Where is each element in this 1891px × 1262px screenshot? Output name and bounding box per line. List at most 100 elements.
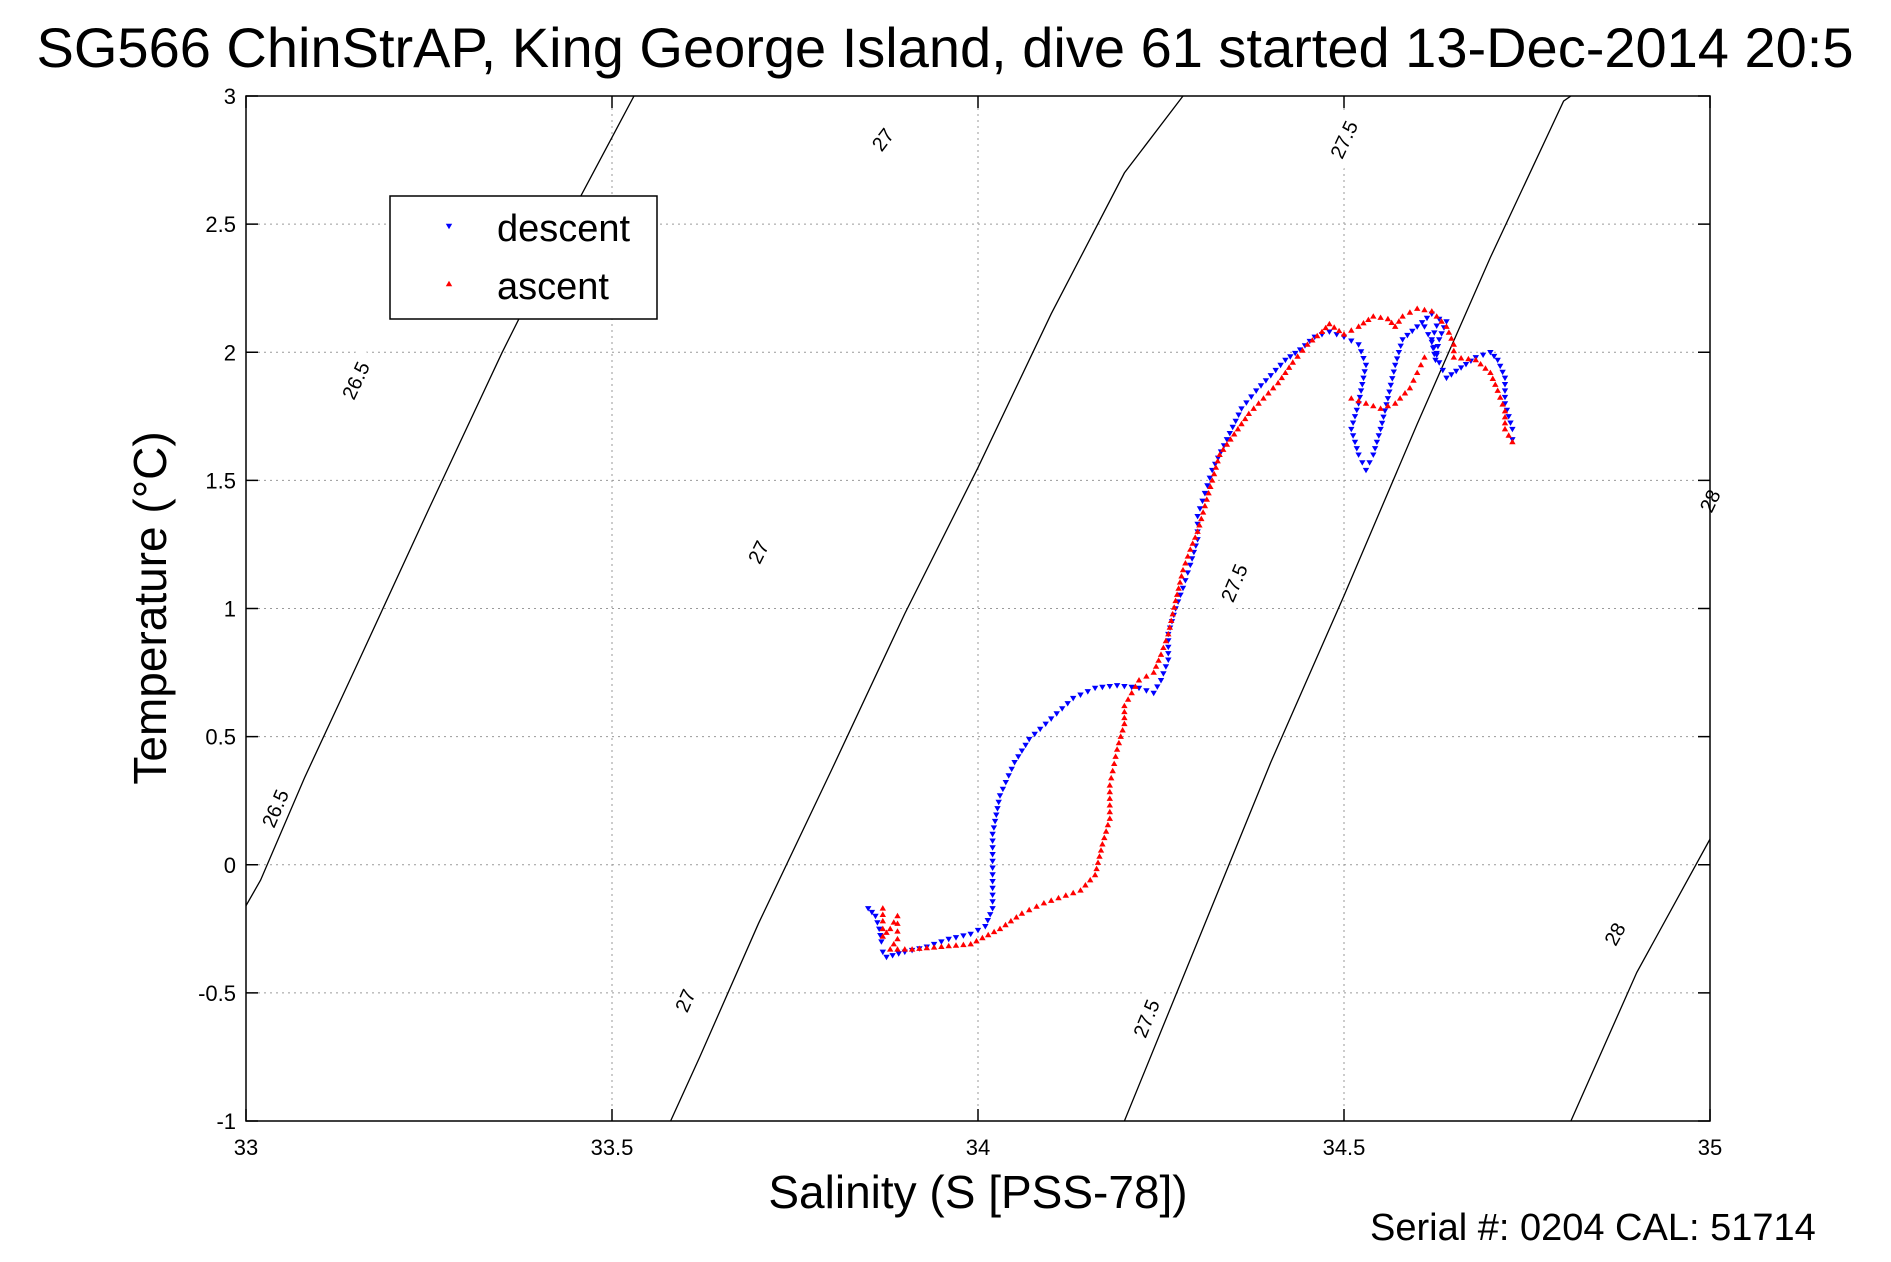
- descent-point: [1425, 332, 1432, 338]
- ascent-point: [1438, 318, 1445, 324]
- ascent-point: [1392, 400, 1399, 406]
- ascent-point: [879, 905, 886, 911]
- descent-point: [1362, 362, 1370, 369]
- descent-point: [945, 936, 952, 943]
- descent-point: [1348, 338, 1355, 344]
- y-tick-label: 0.5: [205, 725, 236, 750]
- ascent-point: [1445, 329, 1453, 335]
- ascent-point: [879, 933, 886, 939]
- descent-point: [1204, 483, 1211, 489]
- descent-point: [1397, 343, 1404, 349]
- descent-point: [1064, 701, 1071, 707]
- ascent-point: [1377, 314, 1384, 320]
- descent-point: [1128, 684, 1135, 691]
- descent-point: [1490, 353, 1498, 360]
- descent-point: [1206, 475, 1213, 481]
- descent-point: [1333, 332, 1340, 338]
- descent-point: [1371, 446, 1379, 452]
- contour-label-bg: [252, 776, 299, 841]
- y-tick-label: 3: [224, 84, 236, 109]
- ascent-point: [1093, 865, 1100, 872]
- descent-point: [878, 939, 885, 945]
- ascent-point: [1227, 436, 1234, 442]
- descent-point: [1253, 388, 1260, 394]
- descent-point: [1375, 433, 1382, 439]
- descent-point: [1433, 323, 1440, 329]
- descent-point: [1349, 420, 1357, 426]
- descent-point: [989, 906, 996, 912]
- descent-point: [1509, 426, 1516, 433]
- ascent-point: [1450, 347, 1457, 354]
- ascent-point: [890, 941, 897, 947]
- descent-point: [991, 818, 999, 825]
- descent-point: [872, 913, 879, 920]
- ascent-point: [1108, 774, 1115, 781]
- descent-point: [1359, 382, 1366, 388]
- descent-point: [989, 879, 996, 885]
- ascent-point: [1255, 400, 1262, 406]
- ascent-point: [1417, 361, 1425, 368]
- chart-title: SG566 ChinStrAP, King George Island, div…: [37, 16, 1854, 79]
- y-tick-label: -0.5: [198, 981, 236, 1006]
- ascent-point: [1278, 374, 1285, 381]
- ascent-point: [990, 928, 998, 935]
- descent-point: [1005, 773, 1012, 779]
- ascent-point: [1326, 320, 1333, 327]
- descent-point: [1501, 375, 1509, 382]
- descent-point: [1497, 363, 1504, 370]
- ascent-point: [1171, 604, 1178, 610]
- descent-point: [1031, 731, 1038, 738]
- descent-point: [1381, 408, 1389, 414]
- ascent-point: [1007, 917, 1015, 924]
- descent-point: [1042, 721, 1049, 727]
- descent-point: [1443, 319, 1450, 325]
- descent-point: [874, 920, 881, 926]
- ascent-point: [1487, 369, 1494, 375]
- descent-point: [1232, 418, 1239, 425]
- descent-point: [989, 858, 996, 865]
- ascent-point: [1176, 579, 1184, 585]
- descent-point: [1121, 684, 1128, 690]
- ascent-point: [890, 919, 897, 925]
- ascent-point: [1121, 702, 1128, 709]
- ascent-point: [1492, 381, 1499, 387]
- descent-point: [1177, 592, 1184, 598]
- descent-point: [1351, 439, 1359, 446]
- ascent-point: [1143, 673, 1150, 679]
- series-ascent: [879, 305, 1516, 952]
- ascent-point: [894, 935, 901, 942]
- ascent-point: [1106, 815, 1113, 821]
- descent-point: [1348, 426, 1355, 433]
- y-tick-label: 0: [224, 853, 236, 878]
- ascent-point: [945, 942, 952, 949]
- descent-point: [1070, 695, 1077, 702]
- descent-point: [987, 912, 994, 918]
- ascent-point: [1245, 410, 1252, 416]
- descent-point: [1384, 396, 1392, 402]
- ascent-point: [1450, 354, 1457, 360]
- legend: descent ascent: [389, 195, 658, 320]
- ascent-point: [1106, 782, 1113, 788]
- ascent-point: [1331, 324, 1338, 330]
- ascent-point: [1270, 384, 1277, 391]
- ascent-point: [1505, 432, 1512, 438]
- descent-point: [1418, 320, 1426, 326]
- ascent-point: [960, 941, 967, 948]
- descent-point: [1184, 570, 1191, 576]
- ascent-point: [952, 942, 960, 948]
- ascent-point: [1392, 323, 1399, 329]
- ascent-point: [1285, 364, 1293, 370]
- ascent-point: [887, 925, 894, 932]
- ascent-point: [973, 937, 980, 944]
- descent-point: [1282, 357, 1289, 364]
- grid-lines: [246, 96, 1710, 1121]
- ascent-point: [901, 946, 908, 952]
- descent-point: [876, 926, 883, 932]
- descent-point: [1360, 375, 1367, 382]
- descent-point: [1196, 506, 1204, 512]
- descent-point: [1194, 514, 1201, 520]
- ascent-point: [1104, 821, 1112, 828]
- descent-point: [1026, 736, 1033, 743]
- descent-point: [1182, 578, 1189, 584]
- ascent-point: [1399, 313, 1406, 319]
